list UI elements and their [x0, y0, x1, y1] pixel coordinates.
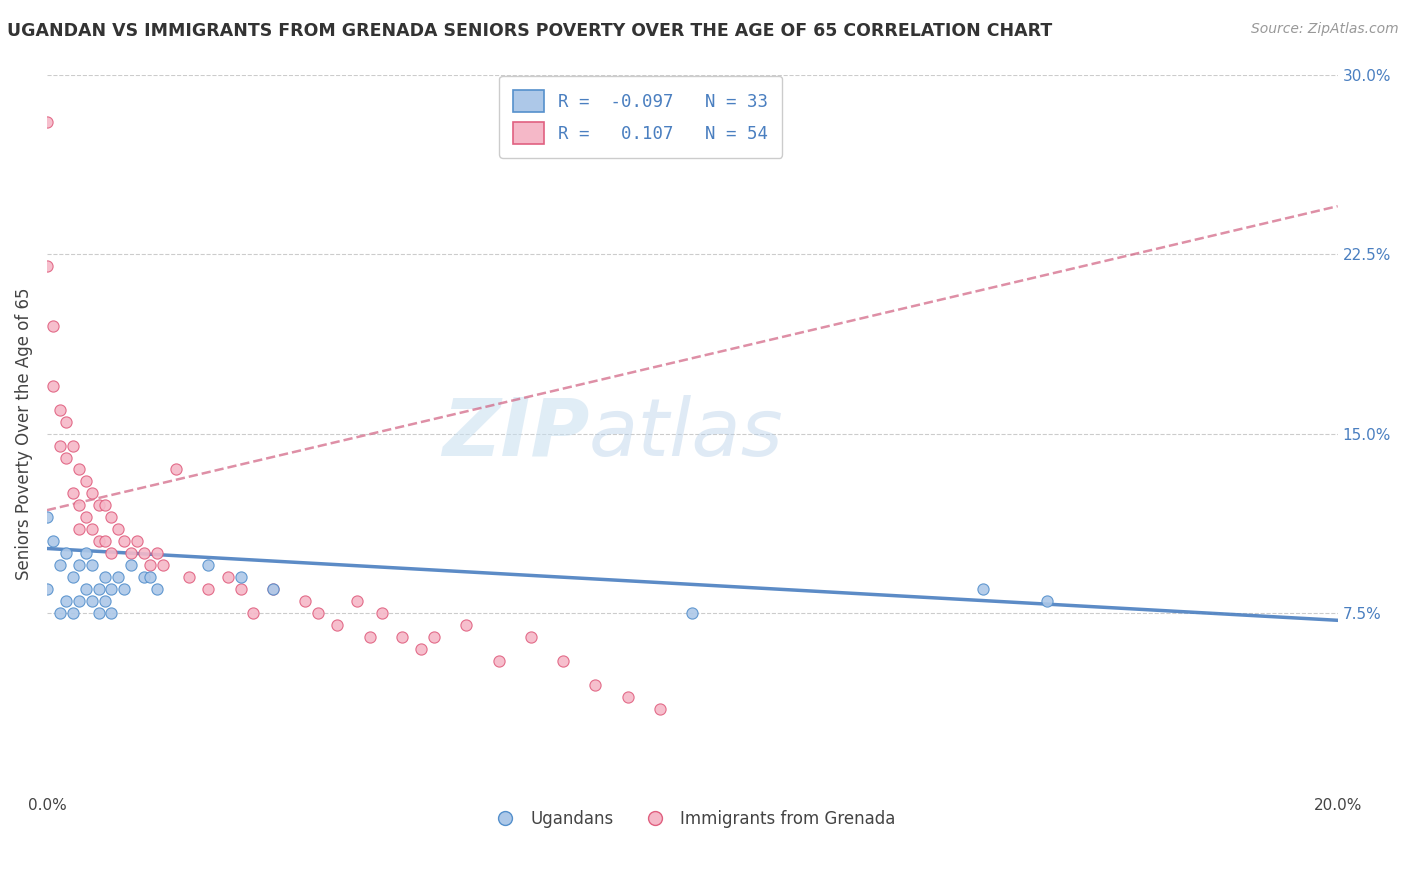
Point	[145, 546, 167, 560]
Point	[120, 546, 142, 560]
Point	[62, 606, 84, 620]
Point	[55, 450, 77, 465]
Point	[100, 606, 122, 620]
Point	[197, 582, 219, 597]
Point	[262, 582, 284, 597]
Point	[139, 570, 162, 584]
Point	[87, 606, 110, 620]
Point	[87, 582, 110, 597]
Point	[80, 594, 103, 608]
Point	[411, 642, 433, 657]
Point	[553, 654, 575, 668]
Point	[80, 522, 103, 536]
Point	[145, 582, 167, 597]
Point	[326, 618, 349, 632]
Point	[49, 606, 72, 620]
Point	[132, 570, 155, 584]
Point	[107, 570, 129, 584]
Point	[42, 378, 65, 392]
Point	[972, 582, 994, 597]
Point	[94, 594, 117, 608]
Point	[120, 558, 142, 573]
Point	[35, 115, 58, 129]
Point	[391, 630, 413, 644]
Point	[152, 558, 174, 573]
Point	[648, 702, 671, 716]
Point	[80, 558, 103, 573]
Point	[488, 654, 510, 668]
Text: Source: ZipAtlas.com: Source: ZipAtlas.com	[1251, 22, 1399, 37]
Point	[107, 522, 129, 536]
Point	[42, 318, 65, 333]
Point	[67, 558, 90, 573]
Point	[35, 582, 58, 597]
Point	[75, 546, 97, 560]
Point	[359, 630, 381, 644]
Point	[35, 510, 58, 524]
Point	[55, 546, 77, 560]
Point	[346, 594, 368, 608]
Point	[75, 510, 97, 524]
Point	[94, 534, 117, 549]
Point	[294, 594, 316, 608]
Point	[165, 462, 187, 476]
Point	[456, 618, 478, 632]
Point	[67, 462, 90, 476]
Point	[49, 558, 72, 573]
Point	[127, 534, 149, 549]
Point	[100, 582, 122, 597]
Point	[62, 439, 84, 453]
Point	[112, 582, 135, 597]
Point	[197, 558, 219, 573]
Legend: Ugandans, Immigrants from Grenada: Ugandans, Immigrants from Grenada	[482, 804, 903, 835]
Point	[217, 570, 239, 584]
Point	[55, 594, 77, 608]
Point	[1036, 594, 1059, 608]
Point	[67, 594, 90, 608]
Point	[55, 415, 77, 429]
Point	[242, 606, 264, 620]
Point	[62, 486, 84, 500]
Point	[35, 259, 58, 273]
Point	[681, 606, 703, 620]
Point	[100, 510, 122, 524]
Point	[307, 606, 329, 620]
Point	[139, 558, 162, 573]
Point	[112, 534, 135, 549]
Text: UGANDAN VS IMMIGRANTS FROM GRENADA SENIORS POVERTY OVER THE AGE OF 65 CORRELATIO: UGANDAN VS IMMIGRANTS FROM GRENADA SENIO…	[7, 22, 1052, 40]
Point	[42, 534, 65, 549]
Point	[423, 630, 446, 644]
Point	[229, 570, 252, 584]
Point	[80, 486, 103, 500]
Point	[177, 570, 200, 584]
Point	[67, 499, 90, 513]
Point	[94, 570, 117, 584]
Point	[75, 582, 97, 597]
Point	[616, 690, 638, 704]
Point	[49, 439, 72, 453]
Text: atlas: atlas	[589, 394, 783, 473]
Point	[100, 546, 122, 560]
Point	[262, 582, 284, 597]
Point	[75, 475, 97, 489]
Text: ZIP: ZIP	[441, 394, 589, 473]
Y-axis label: Seniors Poverty Over the Age of 65: Seniors Poverty Over the Age of 65	[15, 287, 32, 580]
Point	[520, 630, 543, 644]
Point	[62, 570, 84, 584]
Point	[371, 606, 394, 620]
Point	[585, 678, 607, 692]
Point	[229, 582, 252, 597]
Point	[67, 522, 90, 536]
Point	[87, 499, 110, 513]
Point	[94, 499, 117, 513]
Point	[49, 402, 72, 417]
Point	[132, 546, 155, 560]
Point	[87, 534, 110, 549]
